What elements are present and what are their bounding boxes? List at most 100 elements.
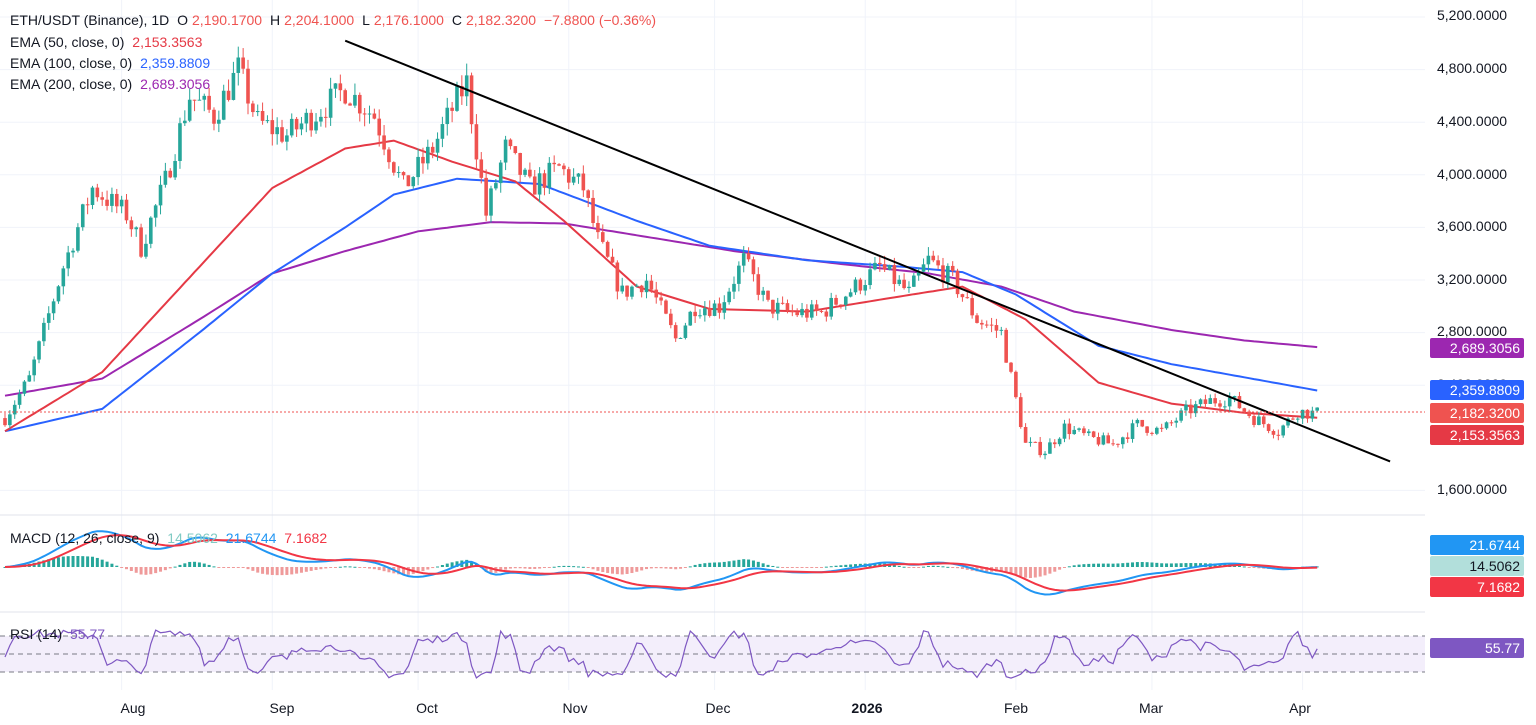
x-tick: Oct	[416, 700, 438, 716]
macd-histogram-bar	[280, 567, 284, 576]
macd-histogram-bar	[81, 556, 85, 567]
macd-histogram-bar	[727, 561, 731, 567]
candle-body	[1082, 428, 1086, 434]
low-label: L	[362, 12, 370, 28]
macd-histogram-bar	[1033, 567, 1037, 578]
macd-histogram-bar	[800, 567, 804, 568]
trendline[interactable]	[344, 39, 1391, 463]
macd-histogram-bar	[76, 556, 80, 567]
candle-body	[1009, 362, 1013, 372]
candle-body	[649, 280, 654, 290]
macd-histogram-bar	[3, 567, 7, 568]
macd-histogram-bar	[1067, 566, 1071, 568]
candle-body	[984, 324, 989, 326]
candle-body	[387, 149, 391, 163]
candle-body	[921, 264, 926, 272]
macd-histogram-bar	[499, 567, 503, 572]
candle-body	[751, 259, 756, 275]
candle-body	[878, 262, 882, 265]
close-badge: 2,182.3200	[1430, 403, 1524, 423]
macd-histogram-bar	[1184, 563, 1188, 567]
candle-body	[158, 184, 163, 206]
macd-histogram-bar	[854, 564, 857, 567]
macd-histogram-bar	[1087, 563, 1091, 567]
macd-histogram-bar	[154, 567, 158, 574]
ema50-line	[4, 139, 1318, 433]
candle-body	[639, 285, 644, 293]
candle-body	[280, 127, 284, 142]
candle-body	[246, 68, 250, 104]
candle-body	[620, 285, 625, 292]
candle-body	[221, 90, 226, 120]
candle-body	[814, 304, 819, 311]
candle-body	[557, 164, 561, 166]
candle-body	[1184, 404, 1188, 411]
macd-histogram-bar	[1189, 563, 1193, 567]
macd-histogram-bar	[484, 567, 488, 572]
macd-histogram-bar	[71, 556, 75, 567]
candle-body	[1252, 415, 1256, 425]
macd-histogram-bar	[319, 567, 323, 570]
candle-body	[882, 264, 887, 270]
candle-body	[547, 162, 552, 188]
candle-body	[902, 279, 906, 289]
candle-body	[153, 205, 158, 218]
macd-histogram-bar	[95, 557, 99, 567]
macd-histogram-bar	[217, 567, 221, 568]
macd-histogram-bar	[222, 567, 226, 568]
macd-histogram-bar	[703, 563, 707, 567]
macd-histogram-bar	[849, 564, 853, 567]
candle-body	[105, 199, 109, 206]
macd-histogram-bar	[562, 565, 566, 567]
macd-histogram-bar	[819, 567, 823, 568]
candle-body	[22, 381, 27, 394]
macd-histogram-bar	[586, 567, 590, 568]
macd-histogram-bar	[1097, 563, 1100, 567]
macd-histogram-bar	[299, 567, 303, 573]
candle-body	[460, 86, 464, 97]
macd-histogram-bar	[960, 567, 964, 570]
macd-histogram-bar	[956, 567, 960, 569]
macd-label: MACD (12, 26, close, 9)	[10, 530, 160, 546]
candle-body	[100, 197, 104, 200]
macd-badge: 21.6744	[1430, 535, 1524, 555]
macd-signal-line	[4, 534, 1318, 592]
candle-body	[1067, 423, 1072, 435]
candle-body	[707, 308, 712, 316]
grid	[0, 0, 1425, 690]
candle-body	[980, 322, 984, 325]
macd-histogram-bar	[591, 567, 595, 570]
macd-histogram-bar	[445, 563, 449, 567]
macd-histogram-bar	[926, 565, 930, 567]
candle-body	[498, 162, 503, 184]
candle-body	[989, 324, 994, 326]
macd-histogram-bar	[231, 567, 235, 568]
candle-body	[960, 294, 965, 298]
price-tick: 3,600.0000	[1437, 218, 1508, 234]
candle-body	[571, 176, 576, 183]
macd-histogram-bar	[1062, 567, 1066, 568]
macd-histogram-bar	[1024, 567, 1028, 578]
macd-histogram-bar	[251, 567, 255, 571]
candle-body	[275, 127, 279, 135]
macd-histogram-bar	[1169, 563, 1173, 567]
macd-histogram-bar	[333, 567, 337, 568]
macd-value: 21.6744	[225, 530, 277, 546]
macd-histogram-bar	[105, 561, 109, 567]
candle-body	[139, 227, 143, 257]
candle-body	[805, 308, 809, 318]
price-tick: 4,000.0000	[1437, 166, 1508, 182]
candle-body	[800, 308, 804, 316]
ema50-path	[4, 139, 1318, 433]
candle-body	[197, 99, 202, 101]
candle-body	[1014, 371, 1018, 398]
candle-body	[576, 173, 581, 177]
macd-pane	[3, 530, 1319, 596]
macd-histogram-bar	[1131, 562, 1135, 567]
macd-histogram-bar	[722, 561, 726, 567]
candle-body	[1111, 443, 1115, 445]
candle-body	[1257, 416, 1261, 425]
macd-histogram-bar	[144, 567, 148, 575]
macd-signal-value: 7.1682	[284, 530, 328, 546]
